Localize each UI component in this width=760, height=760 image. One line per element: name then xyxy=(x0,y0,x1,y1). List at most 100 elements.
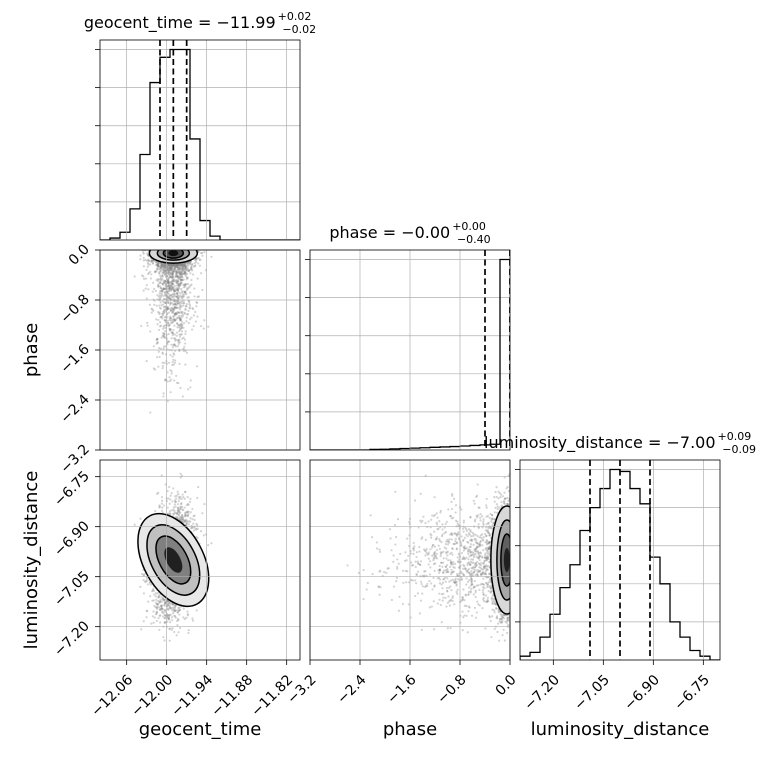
sample-point xyxy=(179,272,182,275)
sample-point xyxy=(168,621,172,624)
sample-point xyxy=(181,291,184,294)
sample-point xyxy=(188,301,191,304)
sample-point xyxy=(176,291,179,295)
sample-point xyxy=(170,309,173,312)
sample-point xyxy=(166,307,170,310)
sample-point xyxy=(178,275,182,278)
sample-point xyxy=(183,291,186,294)
sample-point xyxy=(192,307,195,311)
sample-point xyxy=(175,306,178,309)
sample-point xyxy=(196,257,199,260)
sample-point xyxy=(186,267,189,270)
sample-point xyxy=(177,342,180,345)
sample-point xyxy=(157,264,160,268)
sample-point xyxy=(150,259,153,262)
sample-point xyxy=(187,299,190,303)
sample-point xyxy=(179,333,183,336)
sample-point xyxy=(173,263,176,266)
sample-point xyxy=(176,279,179,282)
sample-point xyxy=(173,344,176,347)
sample-point xyxy=(174,313,177,316)
sample-point xyxy=(176,265,179,269)
sample-point xyxy=(161,273,164,276)
sample-point xyxy=(175,313,178,316)
sample-point xyxy=(178,362,181,365)
sample-point xyxy=(170,288,173,291)
sample-point xyxy=(172,275,175,279)
sample-point xyxy=(171,274,174,277)
sample-point xyxy=(151,260,154,263)
sample-point xyxy=(171,346,174,349)
sample-point xyxy=(159,287,162,290)
sample-point xyxy=(170,266,173,269)
sample-point xyxy=(175,264,178,267)
sample-point xyxy=(167,321,170,325)
sample-point xyxy=(183,506,186,509)
sample-point xyxy=(184,263,187,266)
panel-title-text: geocent_time = −11.99 +0.02 −0.02 xyxy=(84,10,316,36)
sample-point xyxy=(157,311,160,314)
sample-point xyxy=(171,319,174,322)
sample-point xyxy=(163,266,166,270)
sample-point xyxy=(184,512,187,515)
sample-point xyxy=(177,277,180,280)
sample-point xyxy=(155,279,158,282)
sample-point xyxy=(166,280,169,284)
sample-point xyxy=(166,291,169,294)
sample-point xyxy=(159,294,162,297)
sample-point xyxy=(182,302,185,305)
sample-point xyxy=(177,270,180,273)
sample-point xyxy=(185,316,188,319)
sample-point xyxy=(163,279,167,282)
sample-point xyxy=(157,263,160,266)
sample-point xyxy=(167,271,171,274)
sample-point xyxy=(174,500,177,503)
sample-point xyxy=(185,518,188,521)
sample-point xyxy=(177,267,180,271)
sample-point xyxy=(176,294,180,297)
sample-point xyxy=(174,359,177,362)
sample-point xyxy=(181,293,185,296)
sample-point xyxy=(167,268,170,271)
sample-point xyxy=(163,309,166,312)
sample-point xyxy=(180,474,183,477)
scatter-panel-geocent_time-luminosity_distance xyxy=(133,472,213,642)
sample-point xyxy=(171,363,174,367)
sample-point xyxy=(178,264,181,267)
sample-point xyxy=(168,288,171,291)
sample-point xyxy=(178,517,181,521)
sample-point xyxy=(188,303,191,306)
sample-point xyxy=(186,388,190,391)
sample-point xyxy=(156,264,160,267)
sample-point xyxy=(159,266,162,269)
sample-point xyxy=(161,332,165,335)
sample-point xyxy=(164,621,167,624)
sample-point xyxy=(172,280,175,283)
sample-point xyxy=(179,301,182,304)
sample-point xyxy=(168,606,171,609)
sample-point xyxy=(190,316,193,319)
sample-point xyxy=(168,264,171,267)
sample-point xyxy=(179,262,183,266)
sample-point xyxy=(184,307,187,311)
sample-point xyxy=(161,290,164,293)
sample-point xyxy=(179,267,182,270)
sample-point xyxy=(161,263,164,266)
sample-point xyxy=(171,500,174,503)
sample-point xyxy=(170,284,173,287)
sample-point xyxy=(193,295,196,298)
hist-bar xyxy=(130,209,140,240)
sample-point xyxy=(152,262,155,265)
sample-point xyxy=(180,287,183,291)
sample-point xyxy=(163,316,167,319)
sample-point xyxy=(158,297,162,300)
sample-point xyxy=(171,270,174,274)
sample-point xyxy=(177,276,180,279)
sample-point xyxy=(168,323,171,327)
sample-point xyxy=(167,600,171,603)
sample-point xyxy=(175,266,179,269)
sample-point xyxy=(184,266,187,269)
sample-point xyxy=(195,257,198,260)
sample-point xyxy=(182,283,185,286)
sample-point xyxy=(173,324,176,327)
